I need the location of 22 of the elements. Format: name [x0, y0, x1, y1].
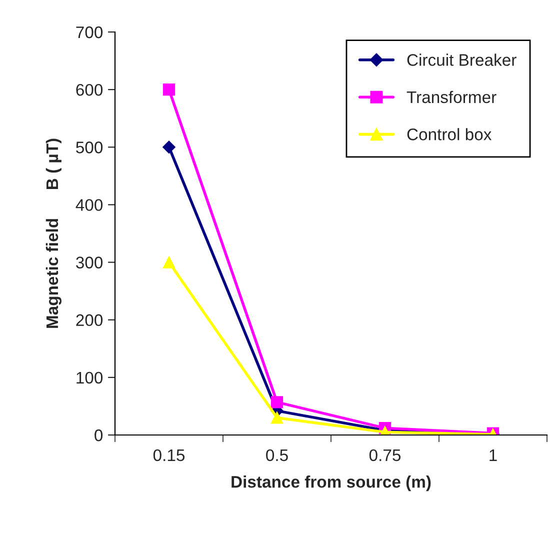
- legend-label: Control box: [407, 128, 492, 140]
- legend-label: Circuit Breaker: [407, 54, 516, 66]
- point: [162, 83, 176, 96]
- y-tick-label: 700: [76, 26, 103, 38]
- y-tick-label: 100: [76, 372, 103, 384]
- point: [270, 396, 284, 408]
- x-tick-label: 1: [490, 450, 497, 461]
- y-axis-title: Magnetic field B ( µT): [46, 138, 62, 328]
- point: [162, 256, 176, 268]
- y-tick-label: 200: [76, 314, 103, 326]
- point: [270, 412, 284, 424]
- legend-label: Transformer: [406, 90, 496, 104]
- y-tick-label: 600: [76, 84, 103, 96]
- y-tick-label: 400: [76, 199, 103, 211]
- y-tick-label: 300: [76, 256, 103, 268]
- x-axis-title: Distance from source (m): [232, 476, 431, 492]
- x-tick-label: 0.5: [266, 449, 288, 462]
- point: [162, 140, 176, 154]
- x-tick-label: 0.15: [153, 449, 185, 462]
- y-tick-label: 0: [94, 429, 103, 442]
- y-tick-label: 500: [76, 142, 103, 154]
- x-tick-label: 0.75: [369, 449, 401, 462]
